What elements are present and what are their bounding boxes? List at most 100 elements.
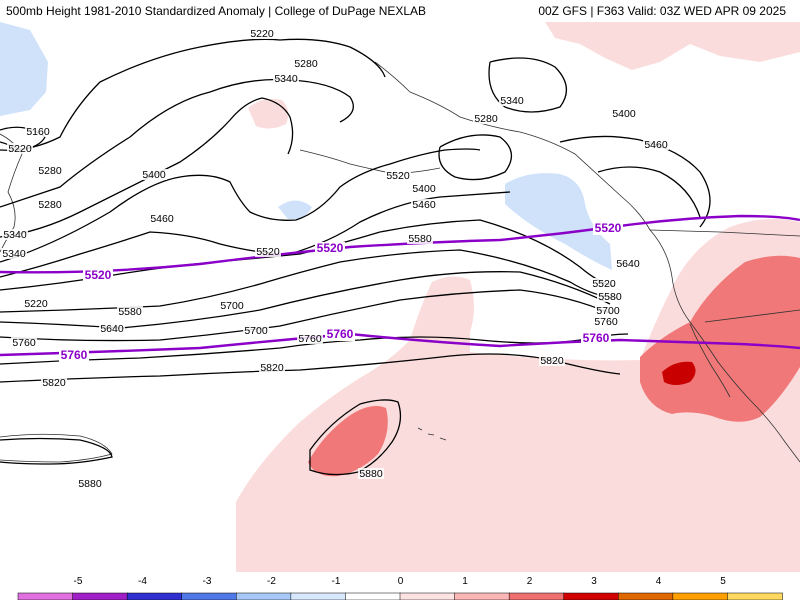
contour-label-bg bbox=[259, 362, 285, 373]
alaska-coastline bbox=[374, 61, 651, 231]
contour-5280 bbox=[438, 134, 512, 181]
colorbar-ticks: -5 -4 -3 -2 -1 0 1 2 3 4 5 bbox=[74, 576, 727, 587]
contour-label: 5580 bbox=[598, 291, 622, 303]
highlight-contour-label: 5760 bbox=[327, 327, 354, 341]
contour-label-bg bbox=[37, 199, 63, 210]
colorbar-tick-label: 0 bbox=[398, 576, 404, 587]
contour-label: 5340 bbox=[3, 229, 27, 241]
coastlines bbox=[0, 61, 800, 463]
positive-anomaly-area bbox=[545, 22, 800, 70]
contour-label-bg bbox=[293, 58, 319, 69]
contour-5880 bbox=[309, 399, 402, 476]
contour-label-bg bbox=[249, 28, 275, 39]
highlight-contour-label: 5760 bbox=[61, 348, 88, 362]
contour-label: 5280 bbox=[294, 58, 318, 70]
colorbar-swatch bbox=[126, 592, 183, 600]
anomaly-map: 5160522052805340522052805340540054605520… bbox=[0, 22, 800, 572]
positive-anomaly-area bbox=[248, 99, 289, 129]
contour-label: 5700 bbox=[220, 300, 244, 312]
colorbar-swatch bbox=[17, 592, 74, 600]
colorbar-tick-label: -4 bbox=[138, 576, 147, 587]
contour-label: 5340 bbox=[2, 248, 26, 260]
highlight-contour-label: 5520 bbox=[317, 241, 344, 255]
contour-label-bg bbox=[23, 298, 49, 309]
contour-label-bg bbox=[149, 213, 175, 224]
contour-5280 bbox=[0, 78, 354, 208]
contour-label: 5340 bbox=[500, 95, 524, 107]
contour-label: 5280 bbox=[38, 165, 62, 177]
highlight-contour-labels: 5520 5520 5520 5760 5760 5760 bbox=[59, 221, 623, 362]
colorbar-tick-label: -3 bbox=[203, 576, 212, 587]
contour-label: 5700 bbox=[596, 305, 620, 317]
positive-anomaly-area bbox=[662, 361, 696, 385]
contour-5220 bbox=[0, 38, 386, 151]
colorbar-swatch bbox=[181, 592, 238, 600]
contour-label-bg bbox=[2, 229, 28, 240]
contour-label-bg bbox=[615, 258, 641, 269]
contour-label-bg bbox=[25, 126, 51, 137]
colorbar-swatches bbox=[17, 592, 783, 600]
highlight-contour-label: 5520 bbox=[85, 268, 112, 282]
highlight-contour-label: 5520 bbox=[595, 221, 622, 235]
highlight-label-bg bbox=[315, 242, 345, 255]
colorbar-tick-label: 1 bbox=[462, 576, 468, 587]
contour-label: 5280 bbox=[38, 199, 62, 211]
colorbar-swatch bbox=[399, 592, 456, 600]
contour-label: 5520 bbox=[386, 170, 410, 182]
contour-label: 5640 bbox=[100, 323, 124, 335]
contour-label: 5760 bbox=[12, 337, 36, 349]
colorbar-swatch bbox=[672, 592, 729, 600]
colorbar: -5 -4 -3 -2 -1 0 1 2 3 4 5 bbox=[17, 576, 783, 600]
contour-label: 5880 bbox=[359, 468, 383, 480]
contour-label-bg bbox=[11, 337, 37, 348]
north-america-coastline bbox=[649, 229, 800, 463]
highlight-contour-5520 bbox=[0, 214, 800, 274]
contour-label-bg bbox=[255, 246, 281, 257]
contour-label: 5460 bbox=[412, 199, 436, 211]
contour-5400 bbox=[0, 148, 481, 263]
mexico-border bbox=[704, 309, 800, 323]
contour-label: 5280 bbox=[474, 113, 498, 125]
colorbar-tick-label: -5 bbox=[74, 576, 83, 587]
contour-label: 5400 bbox=[142, 169, 166, 181]
highlight-label-bg bbox=[593, 222, 623, 235]
contour-label: 5700 bbox=[244, 325, 268, 337]
colorbar-tick-label: -1 bbox=[332, 576, 341, 587]
contour-label: 5400 bbox=[412, 183, 436, 195]
colorbar-tick-label: 3 bbox=[591, 576, 597, 587]
contour-label: 5340 bbox=[274, 73, 298, 85]
contour-label-bg bbox=[243, 325, 269, 336]
highlight-contour-5760 bbox=[0, 332, 800, 357]
contour-label: 5820 bbox=[260, 362, 284, 374]
colorbar-swatch bbox=[72, 592, 128, 600]
contour-label-bg bbox=[117, 306, 143, 317]
contour-label: 5400 bbox=[612, 108, 636, 120]
contour-label: 5580 bbox=[118, 306, 142, 318]
negative-anomaly-area bbox=[0, 22, 48, 116]
contour-label: 5520 bbox=[592, 278, 616, 290]
contour-label-bg bbox=[611, 108, 637, 119]
highlight-contours bbox=[0, 214, 800, 357]
colorbar-swatch bbox=[345, 592, 401, 600]
contour-5460 bbox=[597, 166, 701, 218]
contour-label-bg bbox=[1, 248, 27, 259]
contour-label-bg bbox=[273, 73, 299, 84]
contour-label-bg bbox=[411, 183, 437, 194]
colorbar-tick-label: 5 bbox=[720, 576, 726, 587]
positive-anomaly-area bbox=[236, 218, 800, 572]
contour-5700 bbox=[0, 289, 613, 342]
colorbar-swatch bbox=[454, 592, 510, 600]
contour-label-bg bbox=[411, 199, 437, 210]
highlight-label-bg bbox=[59, 349, 89, 362]
highlight-contour-label: 5760 bbox=[583, 331, 610, 345]
contour-label: 5460 bbox=[150, 213, 174, 225]
contour-label: 5760 bbox=[594, 316, 618, 328]
title-bar: 500mb Height 1981-2010 Standardized Anom… bbox=[0, 0, 800, 22]
contour-label: 5220 bbox=[250, 28, 274, 40]
contour-label-bg bbox=[41, 377, 67, 388]
contour-label-bg bbox=[499, 95, 525, 106]
model-run-info: 00Z GFS | F363 Valid: 03Z WED APR 09 202… bbox=[538, 4, 786, 18]
contour-label-bg bbox=[593, 316, 619, 327]
colorbar-swatch bbox=[727, 592, 783, 600]
colorbar-tick-label: 2 bbox=[527, 576, 533, 587]
